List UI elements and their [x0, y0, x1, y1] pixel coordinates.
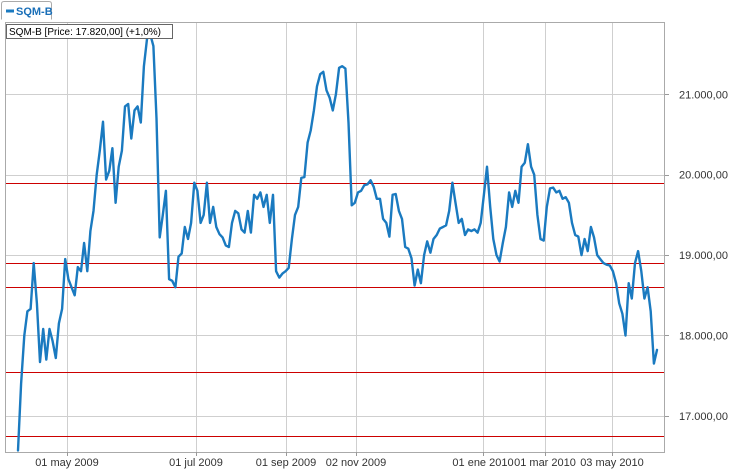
legend-label: SQM-B	[16, 6, 53, 18]
x-tick-label: 01 may 2009	[35, 457, 99, 469]
plot-frame	[5, 22, 665, 453]
reference-lines	[6, 183, 665, 437]
legend-tab-shape	[1, 1, 52, 20]
series-layer	[16, 32, 659, 452]
x-tick-label: 01 jul 2009	[169, 457, 223, 469]
series-line-sqm-b	[16, 32, 659, 452]
x-tick-label: 01 mar 2010	[514, 457, 576, 469]
x-tick-label: 01 sep 2009	[256, 457, 317, 469]
y-tick-label: 19.000,00	[679, 250, 728, 262]
y-tick-label: 18.000,00	[679, 330, 728, 342]
y-tick-label: 17.000,00	[679, 411, 728, 423]
x-axis-ticks: 01 may 2009 01 jul 2009 01 sep 2009 02 nov …	[35, 452, 644, 469]
price-info-box-frame	[6, 24, 173, 39]
x-tick-label: 02 nov 2009	[326, 457, 387, 469]
y-tick-label: 20.000,00	[679, 170, 728, 182]
y-tick-label: 21.000,00	[679, 89, 728, 101]
x-tick-label: 01 ene 2010	[452, 457, 513, 469]
price-info-text: SQM-B [Price: 17.820,00] (+1,0%)	[9, 27, 161, 38]
x-tick-label: 03 may 2010	[580, 457, 644, 469]
price-info-box: SQM-B [Price: 17.820,00] (+1,0%)	[6, 24, 173, 39]
legend-tab[interactable]: SQM-B	[1, 1, 53, 20]
y-axis-ticks: 17.000,00 18.000,00 19.000,00 20.000,00 21.0…	[665, 89, 728, 423]
